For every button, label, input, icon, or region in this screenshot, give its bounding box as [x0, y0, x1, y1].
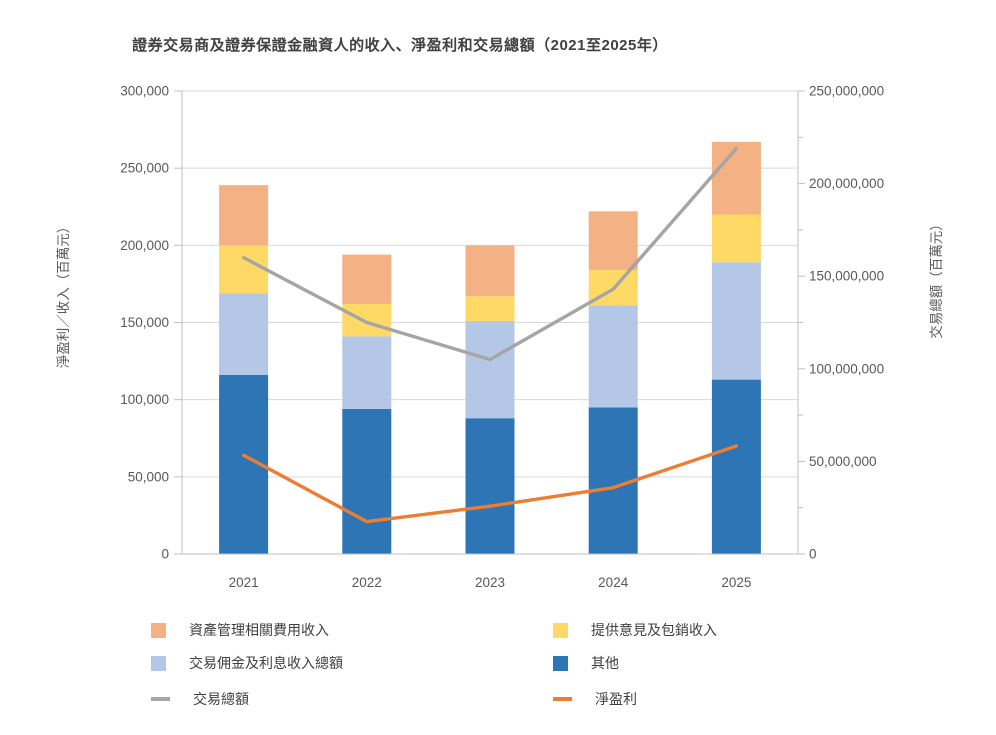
x-axis-label: 2022	[352, 575, 382, 590]
legend-item: 提供意見及包銷收入	[553, 622, 717, 638]
bar-segment-資產管理相關費用收入	[588, 211, 638, 271]
left-axis-tick-label: 250,000	[120, 161, 169, 176]
legend-label: 交易總額	[193, 691, 249, 707]
legend-label: 其他	[591, 655, 619, 671]
bar-segment-其他	[711, 379, 761, 554]
legend-item: 交易總額	[151, 691, 249, 707]
legend-label: 資產管理相關費用收入	[189, 622, 329, 638]
left-axis-tick-label: 100,000	[120, 392, 169, 407]
x-axis-label: 2025	[721, 575, 751, 590]
legend-label: 交易佣金及利息收入總額	[189, 655, 343, 671]
legend-marker-others-square	[553, 655, 568, 671]
left-axis-tick-label: 0	[161, 547, 169, 562]
right-axis-tick-label: 250,000,000	[809, 84, 884, 99]
chart-title: 證券交易商及證券保證金融資人的收入、淨盈利和交易總額（2021至2025年）	[132, 37, 668, 54]
line-淨盈利	[241, 444, 739, 524]
bar-segment-交易佣金及利息收入總額	[342, 336, 392, 409]
left-axis-tick-label: 50,000	[128, 469, 169, 484]
right-axis-tick-label: 0	[809, 547, 817, 562]
x-axis-label: 2021	[229, 575, 259, 590]
bar-segment-提供意見及包銷收入	[711, 214, 761, 263]
bar-segment-資產管理相關費用收入	[465, 245, 515, 297]
x-axis-label: 2023	[475, 575, 505, 590]
legend-item: 交易佣金及利息收入總額	[151, 655, 343, 671]
bar-segment-交易佣金及利息收入總額	[465, 320, 515, 419]
legend-marker-net-profit-line	[553, 697, 572, 701]
bar-segment-交易佣金及利息收入總額	[588, 305, 638, 408]
right-axis-tick-label: 200,000,000	[809, 176, 884, 191]
x-axis-label: 2024	[598, 575, 629, 590]
bar-segment-提供意見及包銷收入	[219, 245, 269, 294]
legend-marker-asset-mgmt-square	[151, 622, 166, 638]
bar-segment-資產管理相關費用收入	[219, 185, 269, 246]
legend-marker-turnover-line	[151, 697, 170, 701]
legend-item: 資產管理相關費用收入	[151, 622, 329, 638]
legend-marker-commission-square	[151, 655, 166, 671]
bar-segment-其他	[342, 408, 392, 554]
bar-segment-提供意見及包銷收入	[465, 296, 515, 321]
legend-item: 淨盈利	[553, 691, 637, 707]
right-axis-tick-label: 100,000,000	[809, 361, 884, 376]
bar-segment-其他	[465, 418, 515, 554]
left-axis-tick-label: 200,000	[120, 238, 169, 253]
legend-label: 淨盈利	[595, 691, 637, 707]
line-交易總額	[241, 146, 739, 362]
legend-label: 提供意見及包銷收入	[591, 622, 717, 638]
legend-marker-advisory-square	[553, 622, 568, 638]
bar-segment-交易佣金及利息收入總額	[219, 293, 269, 375]
bar-segment-資產管理相關費用收入	[711, 141, 761, 215]
left-axis-tick-label: 300,000	[120, 84, 169, 99]
bar-segment-交易佣金及利息收入總額	[711, 262, 761, 380]
left-axis-tick-label: 150,000	[120, 315, 169, 330]
bar-segment-提供意見及包銷收入	[342, 303, 392, 337]
right-axis-tick-label: 150,000,000	[809, 269, 884, 284]
right-axis-tick-label: 50,000,000	[809, 454, 877, 469]
legend-item: 其他	[553, 655, 619, 671]
bar-segment-資產管理相關費用收入	[342, 254, 392, 304]
